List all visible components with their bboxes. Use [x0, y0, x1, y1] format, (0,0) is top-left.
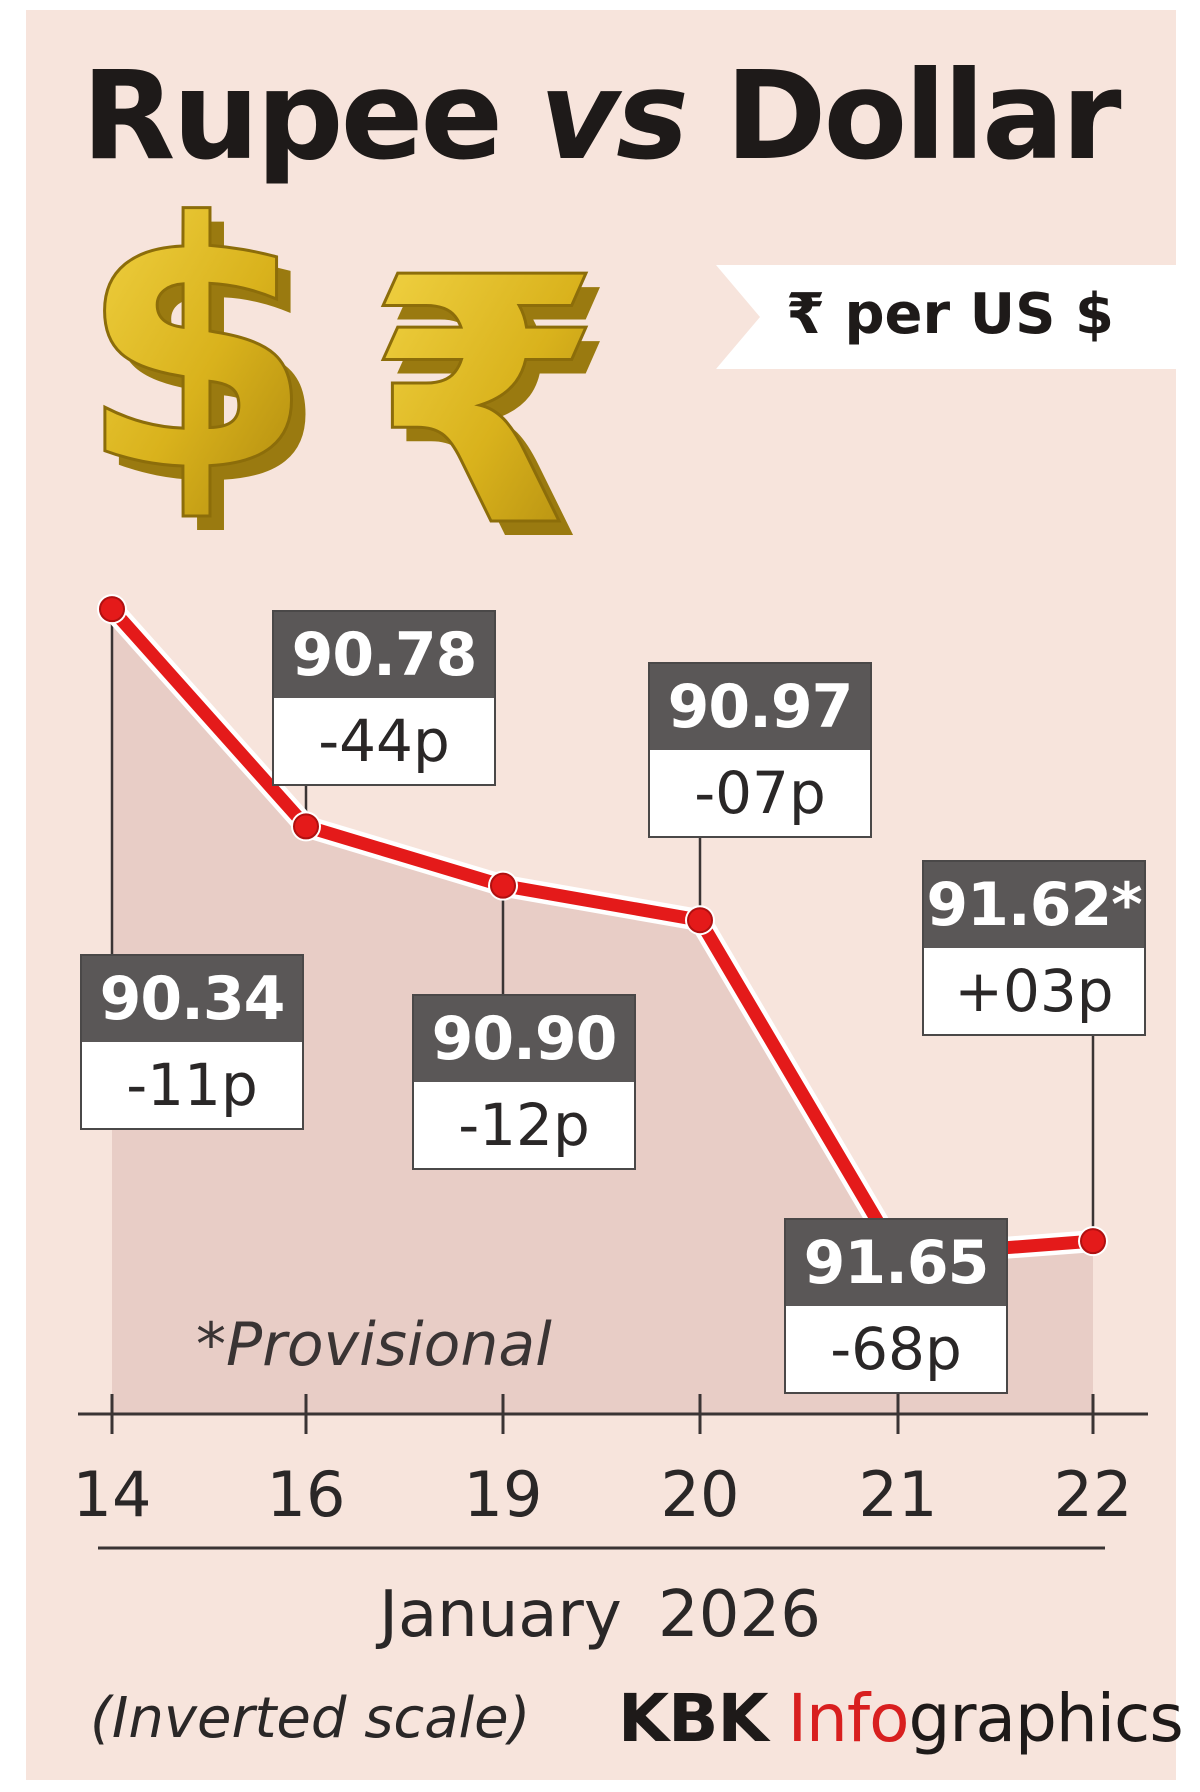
data-point	[687, 907, 713, 934]
chart-title: Rupee vs Dollar	[81, 45, 1122, 187]
svg-text:₹: ₹	[380, 220, 617, 616]
change-label: -07p	[694, 759, 826, 827]
dollar-icon: $ $	[77, 150, 329, 562]
change-label: -11p	[126, 1051, 258, 1119]
x-tick-label: 14	[73, 1458, 152, 1531]
credit-logo: KBK Infographics	[618, 1680, 1184, 1757]
value-label: 90.97	[650, 664, 870, 750]
change-label: -68p	[830, 1315, 962, 1383]
inverted-scale-note: (Inverted scale)	[90, 1686, 531, 1751]
change-label: -44p	[318, 707, 450, 775]
unit-label: ₹ per US $	[786, 282, 1114, 347]
x-tick-label: 16	[267, 1458, 346, 1531]
x-tick-label: 20	[661, 1458, 740, 1531]
data-point	[1080, 1228, 1106, 1255]
change-label: -12p	[458, 1091, 590, 1159]
svg-text:$: $	[78, 151, 315, 547]
value-label: 90.78	[274, 612, 494, 698]
svg-text:₹: ₹	[366, 206, 603, 602]
value-label: 90.90	[414, 996, 634, 1082]
x-tick-label: 22	[1054, 1458, 1133, 1531]
data-point	[293, 813, 319, 840]
value-label: 91.62*	[924, 862, 1144, 948]
value-callout: 90.34 -11p	[80, 954, 304, 1130]
rupee-icon: ₹ ₹	[365, 205, 617, 617]
unit-tag	[716, 265, 1200, 369]
value-callout: 91.62* +03p	[922, 860, 1146, 1036]
value-label: 91.65	[786, 1220, 1006, 1306]
x-tick-label: 19	[464, 1458, 543, 1531]
provisional-note: *Provisional	[196, 1310, 552, 1380]
change-label: +03p	[954, 957, 1114, 1025]
value-callout: 90.90 -12p	[412, 994, 636, 1170]
data-point	[490, 872, 516, 899]
svg-text:$: $	[92, 165, 329, 561]
value-callout: 90.97 -07p	[648, 662, 872, 838]
x-tick-label: 21	[859, 1458, 938, 1531]
value-label: 90.34	[82, 956, 302, 1042]
x-axis-label: January 2026	[379, 1578, 821, 1652]
value-callout: 91.65 -68p	[784, 1218, 1008, 1394]
data-point	[99, 596, 125, 623]
value-callout: 90.78 -44p	[272, 610, 496, 786]
